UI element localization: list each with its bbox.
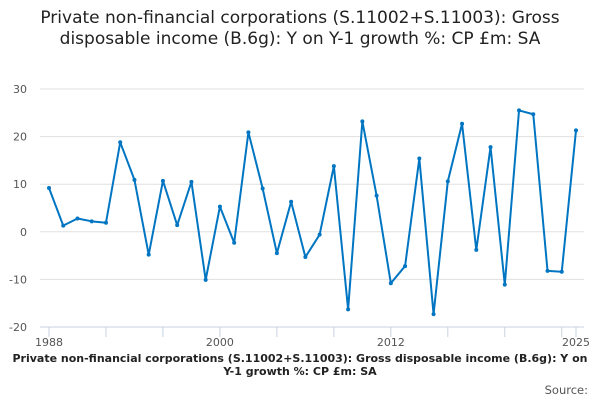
data-point: [146, 252, 151, 257]
series-line: [48, 109, 577, 316]
data-point: [103, 220, 108, 225]
x-tick-label: 2025: [562, 336, 590, 349]
data-point: [160, 178, 165, 183]
data-point: [260, 186, 265, 191]
x-tick-label: 1988: [35, 336, 63, 349]
data-point: [289, 199, 294, 204]
data-point: [47, 186, 51, 191]
data-point: [388, 281, 393, 286]
x-tick-label: 2012: [377, 336, 405, 349]
data-point: [445, 179, 450, 184]
data-point: [118, 140, 123, 145]
data-point: [517, 108, 522, 113]
data-point: [360, 119, 365, 124]
source-label: Source:: [544, 383, 588, 397]
data-point: [132, 177, 137, 182]
y-tick-label: 30: [13, 83, 27, 96]
y-tick-label: 20: [13, 131, 27, 144]
y-tick-label: 10: [13, 178, 27, 191]
x-axis-label: Private non-financial corporations (S.11…: [12, 352, 588, 378]
data-point: [61, 223, 66, 228]
data-point: [303, 255, 308, 260]
data-point: [545, 268, 550, 273]
data-point: [431, 312, 436, 317]
data-point: [331, 164, 336, 169]
data-point: [203, 277, 208, 282]
data-point: [89, 219, 94, 224]
y-tick-label: 0: [20, 226, 27, 239]
y-tick-label: -10: [9, 273, 27, 286]
x-tick-label: 2000: [206, 336, 234, 349]
data-point: [531, 112, 536, 117]
data-point: [488, 145, 493, 150]
data-point: [403, 264, 408, 269]
data-point: [317, 232, 322, 237]
data-point: [246, 130, 251, 135]
data-point: [417, 156, 422, 161]
data-point: [460, 121, 465, 126]
chart-title: Private non-financial corporations (S.11…: [40, 8, 560, 49]
data-point: [574, 128, 578, 133]
data-point: [502, 282, 507, 287]
y-tick-label: -20: [9, 321, 27, 334]
data-point: [232, 240, 237, 245]
data-point: [559, 269, 564, 274]
data-point: [175, 223, 180, 228]
data-point: [75, 216, 80, 221]
data-point: [189, 179, 194, 184]
data-point: [346, 307, 351, 312]
data-point: [474, 247, 479, 252]
data-point: [217, 204, 222, 209]
data-point: [374, 193, 379, 198]
data-point: [274, 251, 279, 256]
